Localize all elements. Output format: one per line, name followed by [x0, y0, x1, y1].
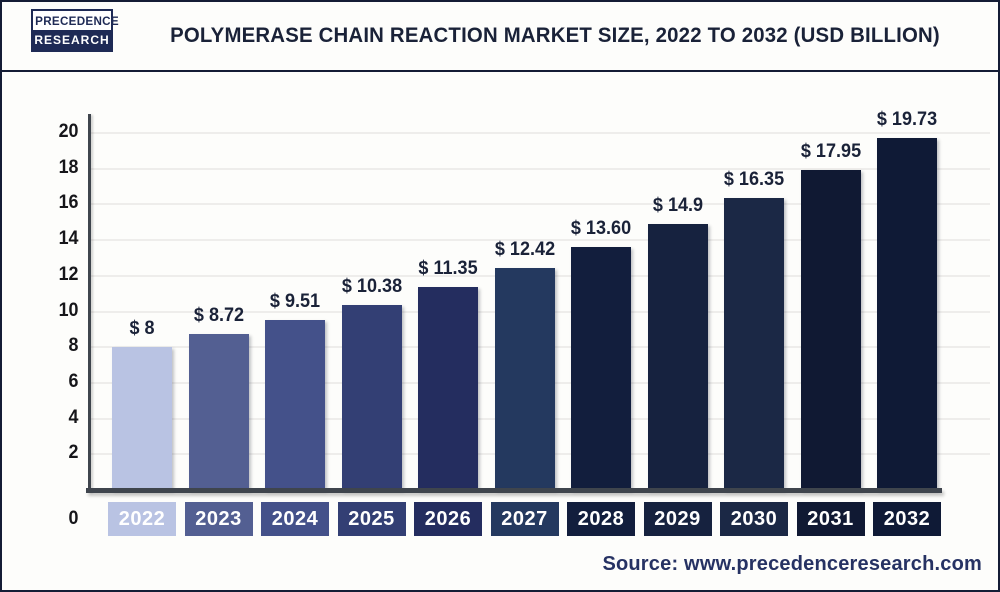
header: PRECEDENCE RESEARCH POLYMERASE CHAIN REA… — [2, 2, 998, 72]
y-tick-label-0: 0 — [68, 508, 79, 529]
year-box-2027: 2027 — [490, 502, 559, 536]
bar-value-label-2022: $ 8 — [129, 318, 155, 340]
bar-2030 — [724, 198, 784, 490]
bar-value-label-2031: $ 17.95 — [800, 140, 861, 162]
bar-chart: 0 2 4 6 8 10 12 14 16 18 20 $ 8 2022 $ 8.72 2023 $ 9.51… — [2, 72, 998, 550]
bar-2027 — [494, 268, 555, 490]
year-box-2028: 2028 — [567, 502, 635, 536]
bar-value-label-2032: $ 19.73 — [876, 108, 938, 130]
y-tick-label-18: 18 — [58, 156, 79, 178]
y-tick-label-6: 6 — [68, 370, 79, 392]
bar-2031 — [800, 169, 861, 490]
logo-line1: PRECEDENCE — [34, 11, 119, 30]
bar-2026 — [418, 287, 478, 490]
bar-2022 — [112, 347, 172, 490]
source-link[interactable]: Source: www.precedenceresearch.com — [602, 553, 982, 575]
year-box-2030: 2030 — [720, 502, 788, 536]
bar-value-label-2030: $ 16.35 — [723, 169, 785, 191]
y-tick-label-12: 12 — [58, 263, 79, 285]
chart-title: POLYMERASE CHAIN REACTION MARKET SIZE, 2… — [170, 24, 940, 47]
bar-value-label-2027: $ 12.42 — [494, 239, 555, 261]
gridline-20 — [91, 132, 990, 134]
logo-line2: RESEARCH — [33, 30, 111, 50]
x-axis-line — [86, 488, 942, 493]
bar-value-label-2029: $ 14.9 — [652, 195, 703, 217]
year-box-2032: 2032 — [873, 502, 941, 536]
year-box-2024: 2024 — [261, 502, 329, 536]
precedence-research-logo: PRECEDENCE RESEARCH — [31, 9, 119, 52]
y-axis-line — [88, 114, 91, 492]
y-tick-label-8: 8 — [68, 335, 79, 357]
bar-value-label-2024: $ 9.51 — [269, 291, 321, 313]
y-tick-label-2: 2 — [68, 442, 79, 464]
year-box-2023: 2023 — [184, 502, 253, 536]
gridline-18 — [91, 167, 990, 170]
y-tick-label-16: 16 — [58, 192, 79, 214]
year-box-2029: 2029 — [643, 502, 712, 536]
year-box-2026: 2026 — [414, 502, 482, 536]
gridline-16 — [91, 203, 990, 206]
bar-value-label-2028: $ 13.60 — [570, 218, 632, 240]
bar-2032 — [877, 137, 937, 490]
bar-2024 — [265, 320, 325, 490]
bar-value-label-2023: $ 8.72 — [193, 305, 244, 327]
bar-2023 — [188, 334, 249, 490]
y-tick-label-20: 20 — [58, 121, 79, 142]
bar-2025 — [341, 304, 402, 490]
year-box-2031: 2031 — [796, 502, 865, 536]
year-box-2022: 2022 — [108, 502, 176, 536]
y-tick-label-4: 4 — [68, 406, 79, 428]
y-tick-label-10: 10 — [58, 299, 79, 321]
bar-value-label-2025: $ 10.38 — [341, 275, 402, 297]
year-box-2025: 2025 — [337, 502, 406, 536]
bar-2029 — [647, 224, 708, 490]
bar-2028 — [571, 247, 631, 490]
y-tick-label-14: 14 — [58, 228, 79, 250]
bar-value-label-2026: $ 11.35 — [418, 258, 478, 280]
gridline-14 — [91, 239, 990, 242]
